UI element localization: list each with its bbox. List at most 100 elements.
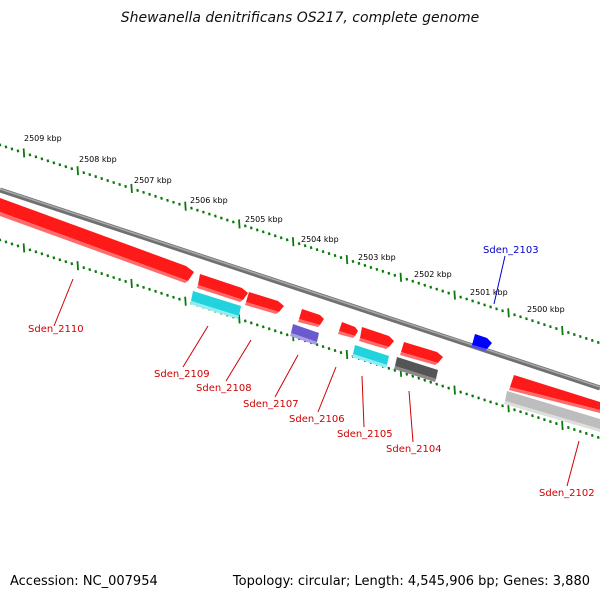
ruler-tick — [28, 248, 32, 252]
leader-line — [182, 325, 209, 368]
ruler-tick — [435, 382, 439, 386]
gene-label[interactable]: Sden_2102 — [539, 488, 595, 499]
ruler-tick — [465, 392, 469, 396]
gene-sden-2106-arrow[interactable] — [338, 322, 358, 338]
genome-backbone — [0, 187, 600, 391]
gene-label[interactable]: Sden_2109 — [154, 369, 210, 380]
gene-sden-2110-arrow[interactable] — [0, 198, 194, 283]
feature-grey-dark[interactable] — [394, 357, 438, 382]
ruler-tick — [471, 394, 475, 398]
ruler-tick — [243, 319, 247, 323]
ruler-tick — [261, 230, 265, 234]
genome-backbone-highlight — [0, 188, 600, 388]
ruler-tick — [596, 435, 600, 439]
ruler-tick — [543, 418, 546, 422]
ruler-tick — [196, 208, 199, 212]
ruler-tick — [303, 244, 307, 248]
ruler-tick — [136, 283, 139, 287]
ruler-tick — [393, 273, 397, 277]
ruler-tick — [519, 315, 522, 319]
feature-purple[interactable] — [290, 324, 319, 345]
ruler-tick — [405, 372, 409, 376]
gene-sden-2103-arrow[interactable] — [471, 334, 492, 351]
leader-line — [361, 375, 365, 428]
ruler-tick — [519, 410, 522, 414]
ruler-tick — [549, 420, 552, 424]
ruler-tick — [495, 307, 498, 311]
ruler-tick — [184, 201, 187, 211]
leader-line — [225, 339, 252, 382]
ruler-tick — [453, 385, 456, 395]
ruler-tick — [369, 265, 373, 269]
ruler-tick — [590, 338, 594, 343]
feature-grey-light[interactable] — [504, 391, 600, 432]
ruler-tick — [130, 278, 133, 288]
leader-line — [408, 390, 414, 443]
gene-label[interactable]: Sden_2107 — [243, 399, 299, 410]
ruler-tick — [501, 404, 504, 408]
ruler-tick — [513, 408, 516, 412]
ruler-tick — [537, 416, 540, 420]
gene-label[interactable]: Sden_2104 — [386, 444, 442, 455]
gene-label[interactable]: Sden_2110 — [28, 324, 84, 335]
ruler-tick — [46, 254, 50, 258]
gene-label[interactable]: Sden_2105 — [337, 429, 393, 440]
gene-label[interactable]: Sden_2106 — [289, 414, 345, 425]
ruler-tick — [477, 301, 480, 305]
ruler-tick — [417, 376, 421, 380]
ruler-tick — [489, 305, 492, 309]
gene-sden-2108-arrow[interactable] — [245, 292, 284, 314]
ruler-tick — [249, 226, 253, 230]
ruler-tick — [255, 323, 259, 327]
ruler-tick — [513, 313, 516, 317]
ruler-tick — [441, 289, 445, 293]
ruler-tick — [435, 287, 439, 291]
ruler-tick — [52, 256, 56, 260]
kbp-label: 2500 kbp — [527, 305, 565, 314]
kbp-label: 2509 kbp — [24, 134, 62, 143]
ruler-tick — [124, 184, 128, 189]
ruler-tick — [100, 177, 104, 181]
ruler-tick — [339, 255, 343, 260]
ruler-tick — [94, 270, 98, 274]
feature-cyan-2[interactable] — [352, 345, 389, 368]
ruler-tick — [453, 290, 456, 300]
kbp-label: 2502 kbp — [414, 270, 452, 279]
ruler-tick — [507, 308, 510, 318]
ruler-tick — [58, 163, 62, 167]
ruler-tick — [190, 206, 193, 210]
kbp-label: 2505 kbp — [245, 215, 283, 224]
ruler-tick — [543, 323, 546, 327]
ruler-tick — [489, 400, 492, 404]
ruler-tick — [255, 228, 259, 232]
gene-sden-2102-arrow[interactable] — [509, 375, 600, 413]
ruler-tick — [88, 173, 92, 177]
ruler-tick — [537, 321, 540, 325]
ruler-tick — [82, 171, 86, 175]
ruler-tick — [363, 263, 367, 267]
gene-label[interactable]: Sden_2103 — [483, 245, 539, 256]
gene-label[interactable]: Sden_2108 — [196, 383, 252, 394]
label-leader-lines — [53, 255, 580, 487]
gene-sden-2109-arrow[interactable] — [197, 274, 248, 302]
ruler-tick — [94, 175, 98, 179]
accession-text: Accession: NC_007954 — [10, 574, 158, 589]
ruler-tick — [399, 272, 403, 282]
gene-sden-2105-arrow[interactable] — [359, 327, 394, 349]
ruler-tick — [596, 340, 600, 344]
ruler-tick — [327, 347, 331, 351]
ruler-tick — [64, 165, 68, 169]
outer-ruler-ticks — [0, 143, 600, 344]
ruler-tick — [243, 224, 247, 228]
ruler-tick — [315, 248, 319, 252]
kbp-label: 2506 kbp — [190, 196, 228, 205]
ruler-tick — [339, 350, 343, 355]
gene-sden-2104-arrow[interactable] — [400, 342, 443, 365]
ruler-tick — [531, 414, 534, 418]
ruler-tick — [178, 297, 181, 301]
gene-sden-2107-arrow[interactable] — [298, 309, 324, 327]
ruler-tick — [495, 402, 498, 406]
feature-cyan-1[interactable] — [190, 291, 241, 319]
ruler-tick — [16, 244, 20, 248]
